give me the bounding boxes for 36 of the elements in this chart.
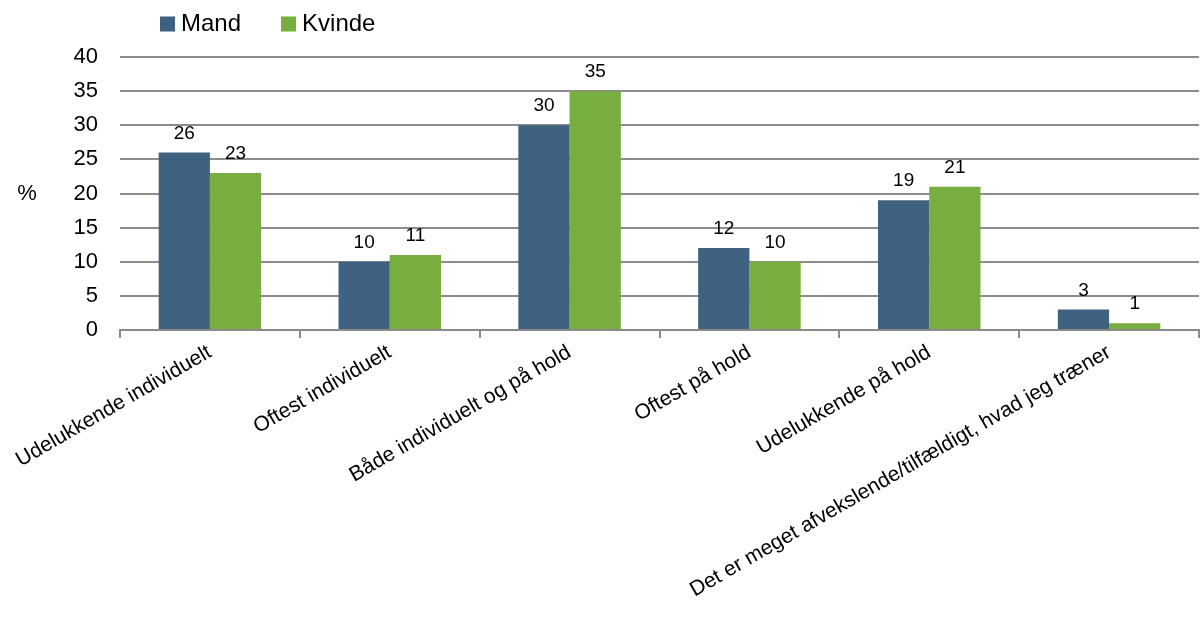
- y-tick-label: 5: [85, 281, 98, 307]
- data-label: 19: [893, 169, 915, 191]
- bar: [1057, 309, 1110, 329]
- y-tick-label: 35: [73, 77, 98, 103]
- data-label: 21: [944, 155, 966, 177]
- bar: [749, 261, 801, 329]
- bar: [158, 152, 210, 329]
- y-tick-label: 40: [73, 43, 98, 69]
- data-label: 12: [713, 217, 735, 239]
- y-tick-label: 20: [73, 179, 98, 205]
- legend-label: Mand: [181, 8, 242, 36]
- y-tick-label: 25: [73, 145, 98, 171]
- data-label: 3: [1078, 278, 1089, 300]
- data-label: 23: [224, 142, 247, 164]
- data-label: 11: [405, 223, 426, 245]
- data-label: 26: [173, 121, 195, 143]
- bar: [698, 248, 750, 329]
- bar: [389, 254, 441, 329]
- y-axis-title: %: [17, 179, 37, 205]
- data-label: 10: [353, 230, 375, 252]
- bar: [209, 173, 262, 329]
- data-label: 35: [584, 60, 606, 82]
- y-tick-label: 30: [73, 111, 98, 137]
- y-tick-label: 15: [73, 213, 98, 239]
- data-label: 30: [533, 94, 555, 116]
- y-tick-label: 0: [85, 316, 98, 342]
- bar: [878, 200, 930, 329]
- bar: [518, 125, 570, 329]
- data-label: 10: [764, 230, 786, 252]
- bar: [338, 261, 390, 329]
- data-label: 1: [1129, 292, 1140, 314]
- y-tick-label: 10: [73, 247, 98, 273]
- bar: [569, 91, 621, 329]
- legend-label: Kvinde: [302, 8, 376, 36]
- bar: [929, 186, 981, 329]
- bar: [1109, 323, 1161, 329]
